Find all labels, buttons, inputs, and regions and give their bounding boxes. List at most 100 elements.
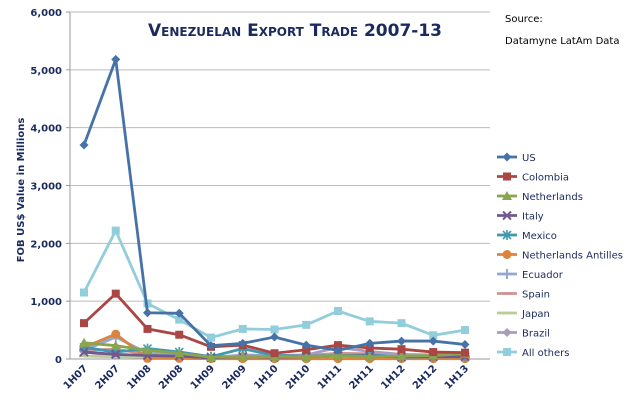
data-point-us — [111, 54, 121, 64]
y-tick-label: 1,000 — [30, 297, 62, 308]
legend-label: Spain — [522, 290, 550, 301]
legend-label: Japan — [521, 309, 550, 320]
legend: US Colombia Netherlands Italy Mexico Netherla… — [497, 152, 623, 359]
data-point-all-others — [238, 324, 247, 333]
legend-item-italy: Italy — [497, 210, 544, 223]
x-tick-label: 2H07 — [93, 363, 121, 391]
legend-label: Netherlands Antilles — [522, 251, 623, 262]
y-tick-label: 2,000 — [30, 239, 62, 250]
data-point-colombia — [461, 348, 469, 357]
data-point-colombia — [334, 341, 342, 350]
data-point-all-others — [397, 319, 406, 328]
data-point-us — [174, 308, 184, 318]
legend-item-colombia: Colombia — [497, 172, 569, 184]
data-point-netherlands — [237, 351, 248, 361]
chart-title: Venezuelan Export Trade 2007-13 — [148, 21, 442, 41]
y-tick-label: 3,000 — [30, 182, 62, 193]
data-point-all-others — [429, 331, 438, 340]
y-tick-label: 0 — [55, 355, 62, 366]
data-point-netherlands — [396, 351, 407, 361]
data-point-colombia — [365, 344, 374, 353]
data-point-us — [301, 340, 311, 350]
x-tick-label: 1H10 — [252, 363, 280, 391]
x-tick-label: 1H12 — [379, 363, 407, 391]
legend-label: Mexico — [522, 231, 557, 242]
legend-item-spain: Spain — [497, 290, 550, 301]
x-tick-label: 1H08 — [125, 363, 153, 391]
legend-marker — [503, 172, 511, 181]
data-point-italy — [79, 347, 89, 357]
legend-label: Brazil — [522, 329, 550, 340]
legend-label: Colombia — [522, 173, 569, 184]
y-tick-label: 5,000 — [30, 66, 62, 77]
x-tick-label: 2H08 — [157, 363, 185, 391]
data-point-us — [79, 140, 89, 150]
data-point-colombia — [80, 319, 88, 328]
legend-marker — [502, 210, 512, 221]
x-tick-label: 1H11 — [316, 363, 344, 391]
data-point-all-others — [302, 320, 311, 329]
legend-item-ecuador: Ecuador — [497, 269, 564, 281]
y-tick-label: 6,000 — [30, 8, 62, 19]
legend-label: Ecuador — [522, 270, 564, 281]
data-point-colombia — [429, 348, 438, 357]
legend-marker — [502, 230, 512, 240]
x-tick-label: 2H09 — [220, 363, 248, 391]
data-point-netherlands — [301, 351, 312, 361]
data-point-netherlands — [206, 352, 216, 362]
legend-marker — [502, 269, 512, 279]
data-point-us — [365, 338, 375, 348]
data-point-us — [238, 338, 248, 348]
data-point-us — [206, 341, 216, 351]
x-tick-label: 2H11 — [347, 363, 375, 391]
series-line-colombia — [83, 291, 466, 355]
data-point-all-others — [461, 326, 469, 335]
data-point-all-others — [207, 333, 215, 342]
data-point-netherlands — [364, 351, 375, 361]
data-point-us — [460, 340, 470, 350]
legend-label: All others — [522, 348, 569, 359]
data-point-colombia — [175, 330, 184, 339]
x-tick-label: 1H13 — [443, 363, 471, 391]
x-tick-label: 1H09 — [189, 363, 217, 391]
data-point-netherlands — [333, 350, 343, 360]
data-point-us — [428, 336, 438, 346]
y-axis-label: FOB US$ Value in Millions — [16, 118, 27, 263]
data-point-all-others — [111, 226, 120, 235]
data-point-us — [270, 332, 279, 342]
source-label: Source: — [505, 14, 543, 25]
legend-label: Italy — [522, 212, 544, 223]
x-tick-label: 2H12 — [411, 363, 439, 391]
legend-item-us: US — [497, 152, 536, 164]
legend-marker — [502, 191, 512, 200]
data-point-colombia — [397, 345, 406, 354]
x-tick-label: 2H10 — [284, 363, 312, 391]
series-us — [79, 54, 470, 355]
data-point-netherlands-antilles — [111, 329, 121, 339]
legend-marker — [503, 348, 511, 356]
data-point-us — [397, 336, 406, 346]
legend-item-netherlands-antilles: Netherlands Antilles — [497, 250, 623, 262]
legend-label: Netherlands — [522, 192, 583, 203]
data-point-colombia — [302, 345, 311, 354]
series-line-us — [82, 58, 466, 352]
data-point-netherlands — [142, 345, 153, 355]
legend-item-brazil: Brazil — [497, 328, 550, 340]
data-point-us — [143, 308, 152, 318]
data-point-all-others — [270, 325, 279, 334]
data-point-italy — [111, 349, 121, 360]
data-point-colombia — [111, 289, 120, 298]
data-point-netherlands — [79, 337, 89, 347]
legend-item-netherlands: Netherlands — [497, 191, 583, 203]
x-tick-label: 1H07 — [62, 363, 90, 391]
legend-item-mexico: Mexico — [497, 230, 557, 242]
legend-marker — [502, 328, 512, 337]
data-point-netherlands — [174, 348, 185, 358]
data-point-netherlands — [110, 340, 121, 350]
data-point-colombia — [143, 324, 152, 333]
legend-label: US — [522, 153, 536, 164]
legend-item-all-others: All others — [497, 348, 569, 359]
data-point-colombia — [270, 349, 279, 358]
